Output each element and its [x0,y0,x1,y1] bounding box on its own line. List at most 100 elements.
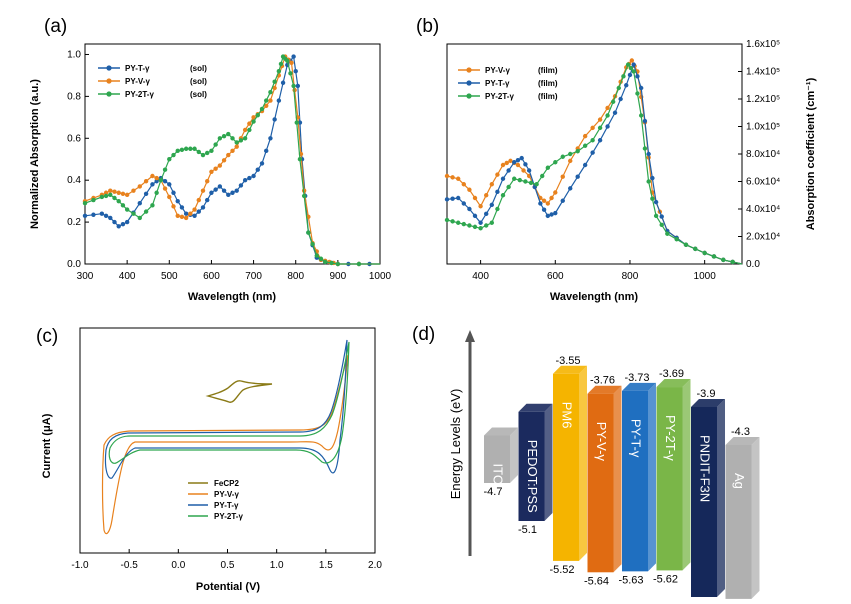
series-point [251,173,256,179]
series-point [590,125,595,131]
series-point [618,96,623,102]
series-point [200,205,206,210]
x-tick-label: 800 [287,271,304,282]
series-point [568,151,573,157]
energy-bar [518,411,545,521]
series-point [484,223,489,228]
series-point [702,250,707,256]
series-point [545,201,551,206]
series-point [310,241,315,247]
energy-axis-arrowhead [465,330,475,342]
series-point [444,197,450,202]
series-point [635,91,640,96]
panel-c-cv-curves [101,339,350,535]
x-tick-label: 0.0 [171,560,185,571]
series-point [150,203,155,208]
legend-label: PY-2T-γ [125,90,154,99]
energy-bar-top [484,427,518,436]
series-point [450,175,455,180]
legend-suffix: (sol) [190,77,207,86]
series-point [665,231,670,236]
series-point [82,201,88,206]
energy-bar-side [648,382,656,572]
series-point [674,237,679,242]
series-point [242,127,248,133]
series-point [444,173,450,179]
x-tick-label: 600 [203,271,220,282]
series-point [597,138,603,143]
series-point [450,196,455,201]
series-point [616,85,621,91]
legend-suffix: (film) [538,79,558,88]
series-point [523,179,528,184]
series-point [259,106,265,112]
series-point [272,85,277,91]
series-point [196,149,201,155]
series-point [631,62,636,67]
series-point [624,83,629,88]
series-point [200,152,206,158]
series-point [143,209,149,214]
series-point [162,167,168,172]
x-tick-label: -0.5 [121,560,139,571]
legend-marker [466,80,472,86]
series-point [259,161,265,166]
cv-curve-py-t [104,339,348,479]
series-point [521,168,526,173]
series-point [192,146,197,151]
y-tick-label: 0.4 [67,175,81,186]
series-point [590,138,595,143]
series-point [506,184,511,190]
series-point [255,113,260,118]
series-point [99,194,105,200]
series-point [628,65,634,71]
series-point [653,213,659,219]
x-tick-label: 1.5 [319,560,333,571]
series-point [226,192,231,198]
panel-b-chart: 400 600 800 1000 0.0 2.0x10⁴ 4.0x10⁴ 6.0x10⁴ 8.0… [444,39,817,303]
series-point [293,69,298,74]
series-point [467,206,472,212]
series-point [238,138,244,143]
series-point [213,142,218,147]
series-point [693,246,698,252]
series-point [251,119,256,124]
series-point [560,198,565,203]
series-point [625,62,631,67]
energy-bar [622,390,648,572]
x-tick-label: 600 [547,271,564,282]
series-point [553,210,558,216]
energy-bar-top [725,437,760,445]
series-point [291,54,296,59]
series-point [276,69,282,74]
series-point [489,220,495,225]
series-point [456,195,461,201]
series-point [247,121,252,126]
legend-label: PY-T-γ [485,79,510,88]
series-point [154,179,159,184]
cv-curve-fecp2 [205,380,273,403]
series-point [478,204,483,209]
series-point [217,163,223,168]
series-point [472,195,478,201]
series-point [297,157,303,162]
lumo-value: -3.73 [624,372,649,384]
series-point [205,197,210,203]
y-tick-label: 2.0x10⁴ [746,232,780,243]
series-point [582,143,588,148]
series-point [251,115,256,120]
series-point [597,117,603,122]
y-tick-label: 8.0x10⁴ [746,149,780,160]
series-point [301,193,307,199]
energy-bar-top [656,379,691,388]
series-point [605,105,610,111]
y-tick-label: 1.6x10⁵ [746,39,780,50]
series-point [495,189,500,195]
series-point [456,176,461,181]
series-point [528,180,534,186]
series-point [175,198,180,204]
panel-d-energy-diagram: Energy Levels (eV) ITO-4.7 PEDOT:PSS -5.1 P… [448,330,760,599]
series-point [108,192,113,198]
series-point [196,209,201,214]
